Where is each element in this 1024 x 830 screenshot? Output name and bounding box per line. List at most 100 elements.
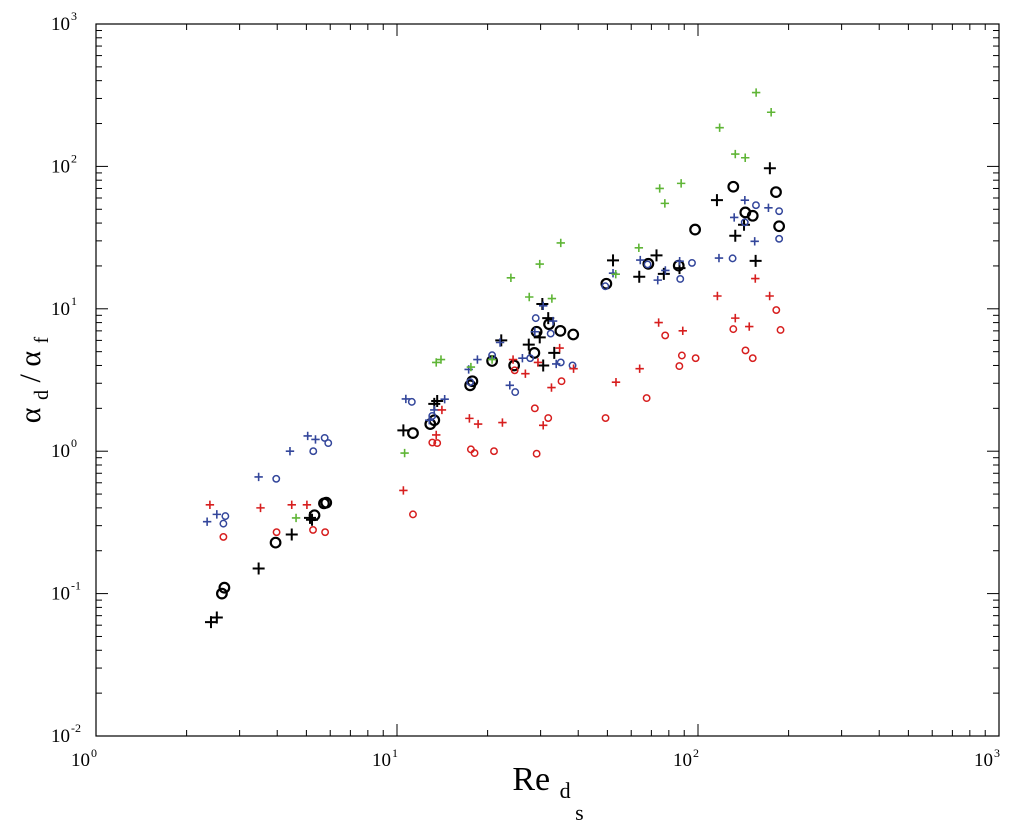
plus-marker (675, 256, 684, 266)
plus-marker (729, 213, 739, 222)
y-tick-label-exponent: 1 (71, 294, 77, 308)
plus-marker (256, 503, 265, 513)
circle-marker (309, 525, 317, 534)
plus-marker (495, 338, 505, 347)
circle-marker (740, 218, 749, 227)
plus-marker (436, 355, 446, 364)
circle-marker (546, 329, 555, 338)
circle-marker (556, 358, 565, 367)
circle-marker (407, 397, 416, 406)
plus-marker (731, 313, 740, 323)
plus-marker (535, 259, 544, 269)
plus-marker (508, 355, 518, 364)
y-axis-title-sub2: f (31, 336, 53, 343)
plus-marker (525, 292, 534, 302)
circle-marker (269, 536, 282, 549)
circle-marker (508, 359, 521, 372)
plus-marker (764, 203, 773, 212)
plus-marker (303, 431, 312, 441)
circle-marker (219, 519, 228, 528)
y-axis-title-slash: / (14, 374, 47, 383)
y-tick-label-exponent: 0 (71, 436, 77, 450)
y-tick-label-exponent: 3 (71, 9, 77, 23)
circle-marker (428, 438, 437, 447)
circle-marker (770, 186, 782, 198)
y-tick-label-exponent: 2 (71, 151, 77, 165)
plus-marker (401, 394, 411, 404)
x-tick-label: 101 (372, 746, 398, 771)
circle-marker (221, 512, 230, 521)
plus-marker (495, 334, 508, 347)
plus-marker (741, 153, 750, 162)
y-axis-title-part2: α (14, 351, 47, 367)
plus-marker (750, 237, 759, 246)
plus-marker (555, 343, 564, 353)
circle-marker (320, 496, 333, 509)
circle-marker (272, 474, 281, 483)
x-axis-title-main: Re (512, 761, 550, 798)
plus-marker (661, 266, 670, 275)
x-tick-label: 102 (673, 746, 699, 771)
plus-marker (431, 395, 444, 408)
plus-marker (432, 430, 441, 440)
plus-marker (202, 517, 212, 526)
plus-marker (548, 316, 558, 326)
plus-marker (751, 274, 760, 283)
plus-marker (635, 364, 644, 373)
plus-marker (731, 149, 740, 159)
y-tick-label: 10 (51, 584, 70, 605)
circle-marker (729, 325, 738, 334)
circle-marker (752, 201, 760, 210)
circle-marker (532, 449, 541, 458)
plus-marker (432, 358, 441, 367)
circle-marker (490, 447, 498, 456)
circle-marker (600, 277, 613, 290)
y-tick-label-base: 10 (51, 299, 70, 320)
circle-marker (689, 223, 701, 236)
plus-marker (676, 179, 686, 188)
plus-marker (506, 273, 516, 283)
circle-marker (557, 377, 566, 386)
circle-marker (320, 433, 329, 442)
plus-marker (287, 500, 296, 510)
plus-marker (548, 346, 561, 359)
circle-marker (601, 282, 610, 291)
plus-marker (466, 362, 476, 372)
plus-marker (285, 447, 295, 456)
x-tick-label-exponent: 3 (994, 746, 1000, 760)
plus-marker (533, 358, 543, 367)
circle-marker (642, 257, 655, 270)
x-tick-label-base: 10 (974, 750, 993, 771)
y-tick-label: 10 (51, 14, 70, 35)
circle-marker (272, 528, 281, 537)
circle-marker (554, 324, 567, 337)
plus-marker (751, 88, 761, 97)
plus-marker (740, 195, 750, 205)
x-tick-label-base: 10 (673, 750, 692, 771)
plus-marker (302, 500, 312, 510)
plus-marker (487, 355, 497, 364)
plus-marker (252, 562, 265, 575)
x-tick-label: 100 (71, 746, 97, 771)
plus-marker (611, 378, 621, 387)
plus-marker (397, 424, 410, 437)
circle-marker (510, 366, 519, 375)
plus-marker (537, 359, 550, 372)
plus-marker (634, 243, 644, 253)
circle-marker (675, 362, 684, 371)
plus-marker (650, 249, 663, 262)
plus-marker (498, 418, 507, 427)
y-tick-label-base: 10 (51, 14, 70, 35)
plus-marker (607, 254, 620, 267)
circle-marker (530, 404, 539, 413)
plus-marker (636, 255, 645, 265)
circle-marker (688, 258, 696, 267)
x-tick-label: 103 (974, 746, 1000, 771)
x-tick-label-exponent: 2 (693, 746, 699, 760)
plus-marker (254, 472, 263, 482)
plus-marker (715, 123, 724, 132)
plus-marker (556, 238, 565, 248)
y-tick-label-base: 10 (51, 726, 70, 747)
y-tick-label-base: 10 (51, 584, 70, 605)
